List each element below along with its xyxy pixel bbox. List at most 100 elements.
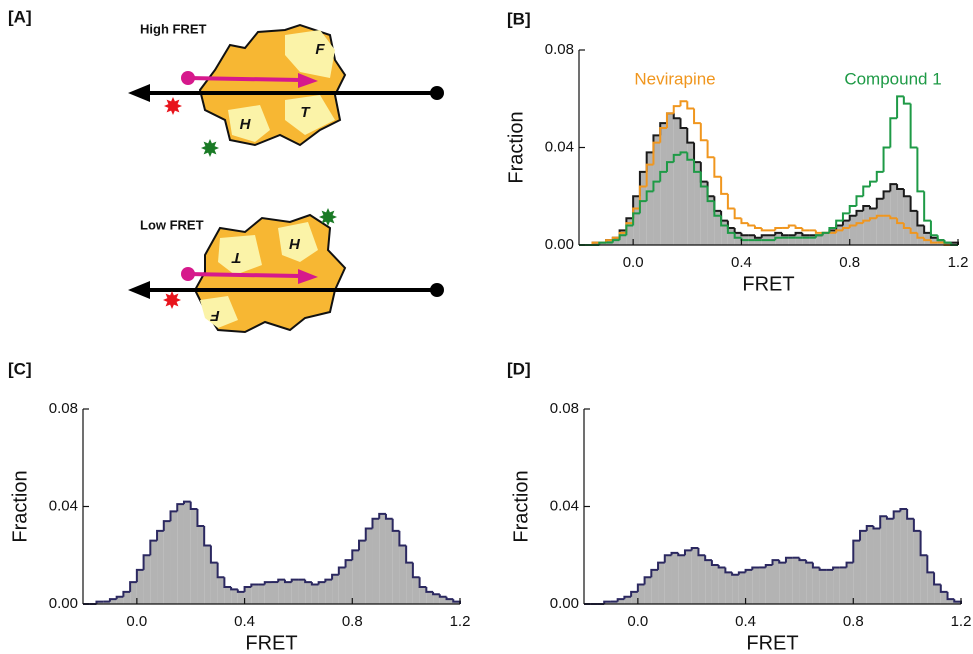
bar — [873, 528, 881, 604]
donor-dye — [319, 208, 337, 226]
bar — [799, 560, 807, 604]
domain-label: T — [300, 104, 311, 121]
bar — [305, 582, 312, 604]
step — [909, 196, 918, 212]
step — [943, 240, 952, 244]
bar — [829, 230, 837, 245]
step — [693, 108, 701, 125]
bar — [345, 560, 353, 604]
bar — [826, 569, 834, 604]
bar — [96, 601, 104, 604]
step — [811, 562, 820, 569]
step — [693, 159, 701, 173]
bar — [782, 235, 789, 245]
step — [638, 200, 647, 214]
domain-label: F — [210, 307, 220, 324]
primer-dot — [181, 71, 195, 85]
step — [737, 571, 746, 575]
bar — [673, 118, 681, 245]
bar — [846, 562, 854, 604]
bar — [651, 569, 659, 604]
x-tick-label: 0.4 — [731, 254, 752, 271]
step — [425, 586, 434, 593]
step — [182, 500, 191, 505]
bar — [637, 584, 645, 604]
bar — [705, 560, 712, 604]
step — [798, 557, 807, 562]
donor-dye — [201, 139, 219, 157]
bar — [664, 555, 672, 604]
bar — [379, 513, 386, 604]
step — [263, 581, 272, 585]
step — [933, 572, 941, 586]
bar — [311, 584, 319, 604]
step — [384, 513, 393, 520]
arrowhead — [128, 84, 150, 102]
bar — [626, 218, 634, 245]
step — [156, 529, 164, 541]
step — [794, 231, 803, 236]
step — [603, 600, 611, 604]
bar — [680, 128, 688, 245]
step — [821, 231, 830, 236]
step — [652, 180, 661, 192]
bar — [711, 565, 719, 604]
step — [405, 545, 413, 564]
step — [611, 239, 620, 243]
bar — [802, 235, 810, 245]
bar — [392, 530, 400, 604]
step — [438, 594, 447, 598]
bar — [612, 237, 620, 245]
bar — [890, 184, 898, 245]
step — [926, 555, 935, 574]
end-dot — [430, 86, 444, 100]
subdomain — [285, 95, 335, 135]
step — [317, 581, 326, 585]
step — [699, 171, 708, 188]
step — [912, 518, 921, 532]
bar — [318, 582, 326, 604]
step — [889, 215, 898, 220]
step — [774, 236, 783, 241]
chart: [D] 0.00 0.04 0.08 0.0 0.4 0.8 1.2 FRET Fraction — [507, 359, 971, 654]
bar — [646, 152, 654, 245]
step — [848, 224, 857, 228]
bar — [870, 208, 877, 245]
x-tick-label: 0.8 — [839, 254, 860, 271]
step — [828, 226, 837, 233]
step — [679, 151, 688, 155]
step — [832, 566, 840, 570]
bar — [839, 567, 847, 604]
bar — [883, 191, 891, 245]
subdomain — [278, 222, 318, 262]
step — [693, 142, 701, 164]
bar — [109, 599, 117, 604]
x-tick-label: 0.0 — [623, 254, 644, 271]
subdomain — [228, 105, 270, 142]
bar — [426, 591, 434, 604]
y-tick-label: 0.08 — [49, 400, 78, 417]
bar — [917, 225, 925, 245]
bar — [298, 579, 306, 604]
bar — [264, 582, 272, 604]
step — [771, 559, 780, 565]
acceptor-dye — [164, 97, 182, 115]
bar — [940, 591, 948, 604]
acceptor-dye — [163, 291, 181, 309]
bar — [163, 521, 171, 604]
x-tick-label: 1.2 — [450, 613, 471, 630]
step — [740, 232, 749, 237]
bar — [947, 599, 955, 604]
bar — [150, 540, 158, 604]
bar — [433, 594, 440, 604]
step — [818, 567, 827, 571]
step — [805, 560, 813, 564]
bar — [725, 572, 733, 604]
bar — [660, 123, 667, 245]
bar — [815, 235, 823, 245]
step — [726, 225, 735, 234]
step — [896, 95, 904, 119]
step — [733, 232, 742, 239]
step — [845, 561, 854, 568]
step — [230, 586, 238, 591]
